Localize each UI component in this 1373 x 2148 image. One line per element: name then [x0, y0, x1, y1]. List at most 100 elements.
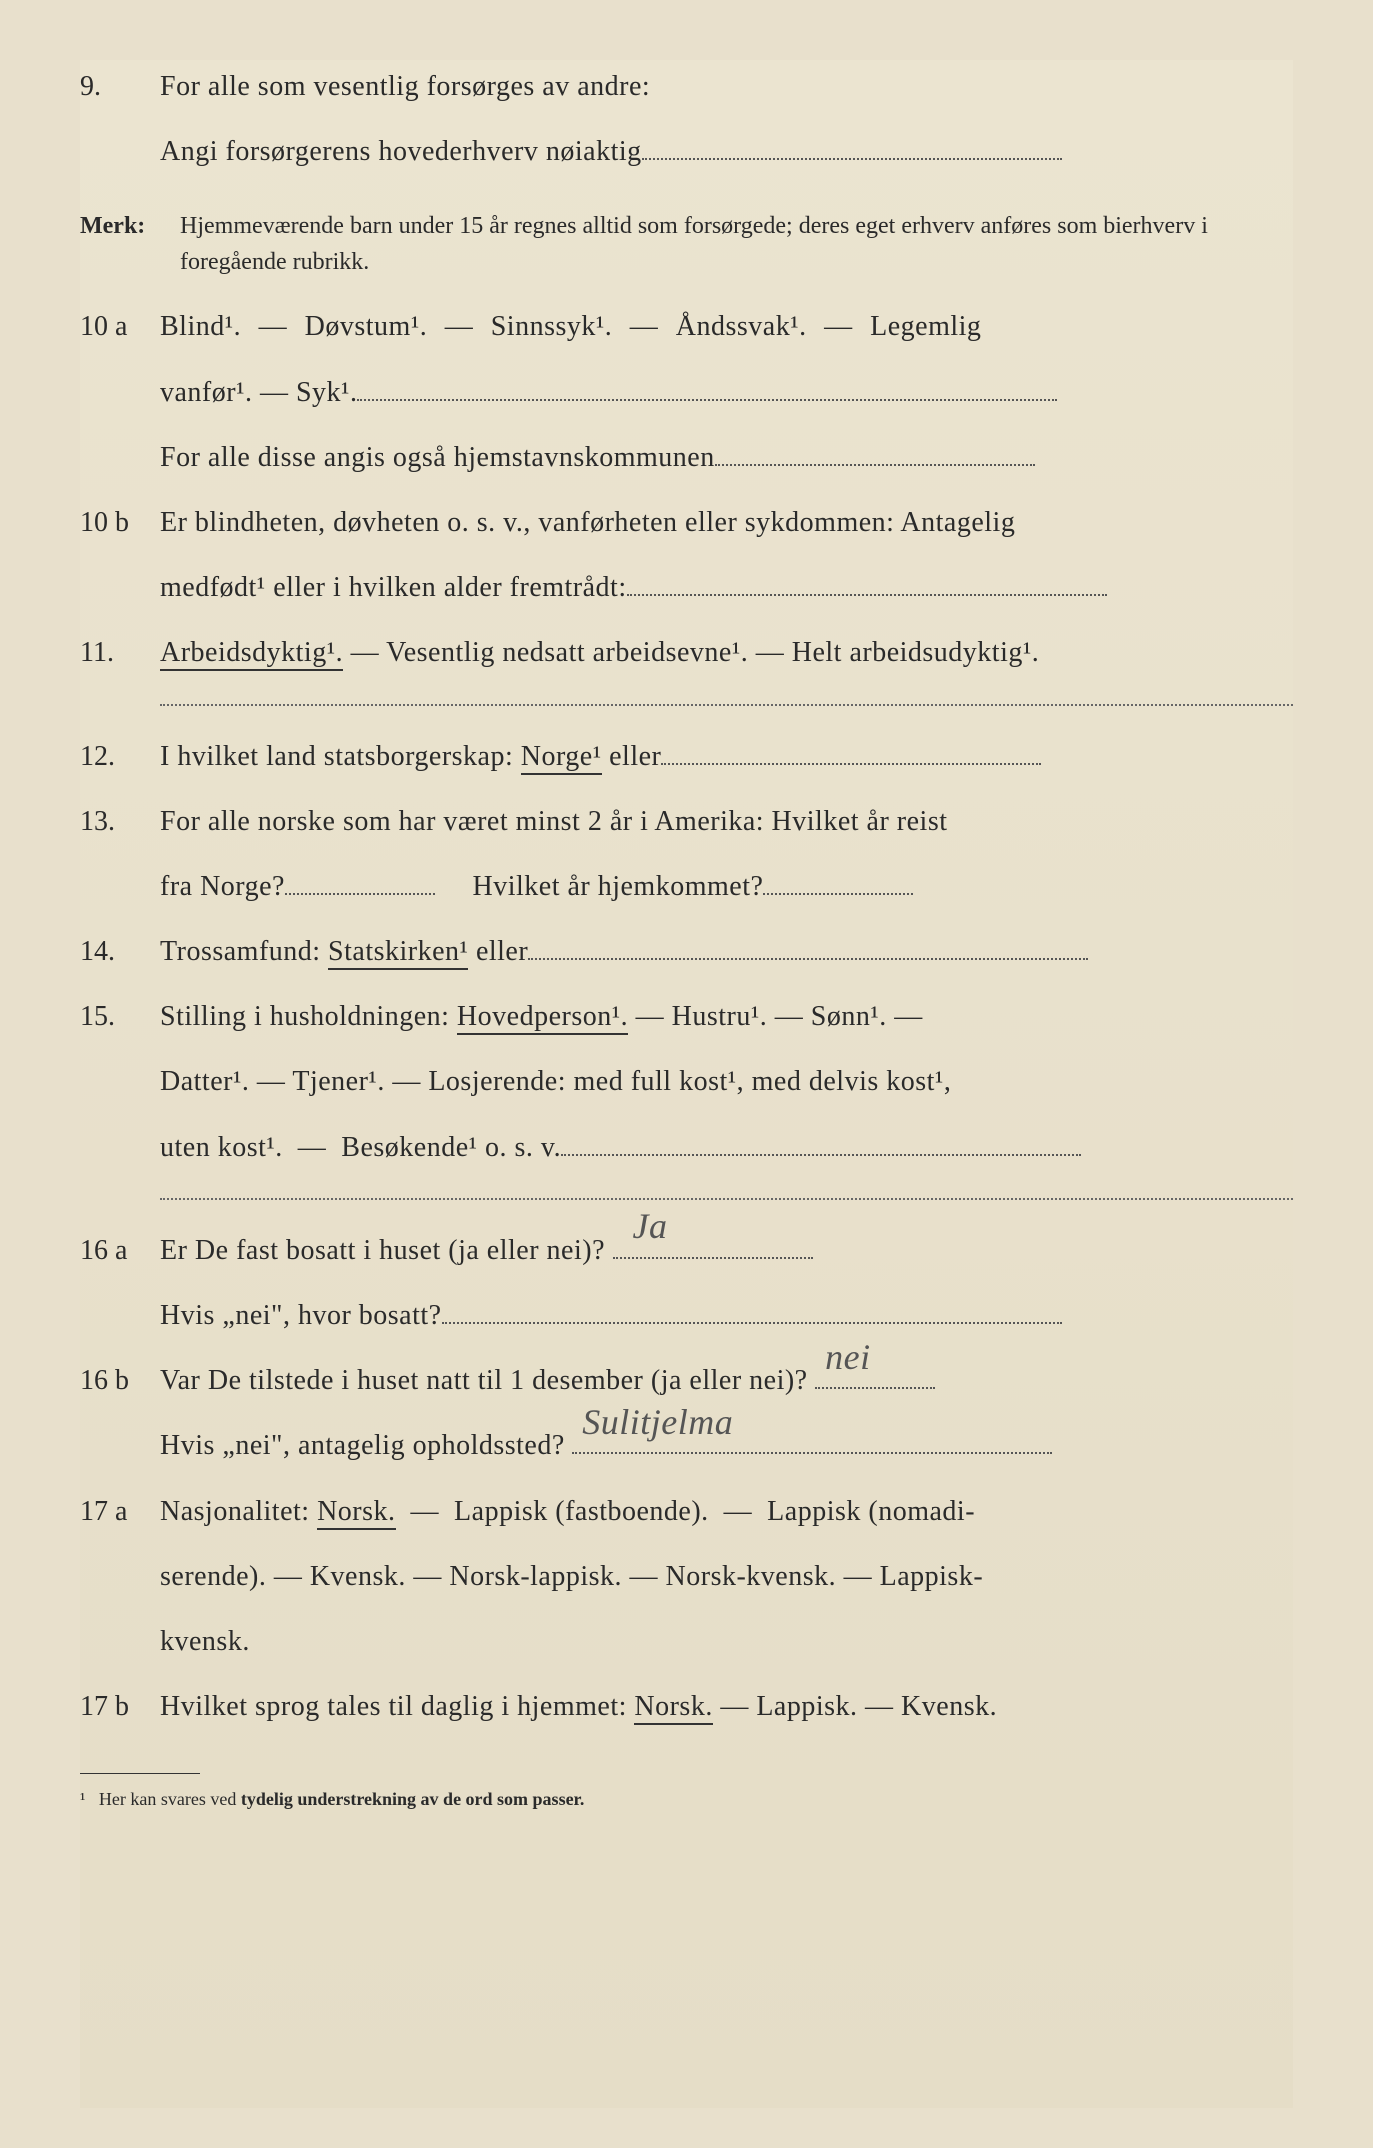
footnote: ¹ Her kan svares ved tydelig understrekn…: [80, 1782, 1293, 1816]
footnote-bold: tydelig understrekning av de ord som pas…: [241, 1789, 585, 1809]
question-17a-line3: kvensk.: [80, 1615, 1293, 1668]
question-10a-line2: vanfør¹. — Syk¹.: [80, 366, 1293, 419]
q15-text1: Stilling i husholdningen:: [160, 1001, 449, 1032]
question-16a-line2: Hvis „nei", hvor bosatt?: [80, 1289, 1293, 1342]
q10a-opt3: Sinnssyk¹.: [491, 311, 613, 342]
question-16a: 16 a Er De fast bosatt i huset (ja eller…: [80, 1224, 1293, 1277]
q16b-blank2: Sulitjelma: [572, 1452, 1052, 1454]
section-divider-2: [160, 1198, 1293, 1200]
q13-blank2: [763, 893, 913, 895]
q12-text1: I hvilket land statsborgerskap:: [160, 741, 513, 772]
q17a-line3: kvensk.: [160, 1615, 1293, 1668]
question-15-line3: uten kost¹. — Besøkende¹ o. s. v.: [80, 1121, 1293, 1174]
q16b-line2-text: Hvis „nei", antagelig opholdssted?: [160, 1430, 565, 1461]
q10a-number: 10 a: [80, 300, 160, 353]
q17b-number: 17 b: [80, 1680, 160, 1733]
q15-blank: [561, 1154, 1081, 1156]
question-9: 9. For alle som vesentlig forsørges av a…: [80, 60, 1293, 113]
q14-opt-underlined: Statskirken¹: [328, 936, 468, 970]
q15-opt2: Hustru¹.: [672, 1001, 768, 1032]
question-11: 11. Arbeidsdyktig¹. — Vesentlig nedsatt …: [80, 626, 1293, 679]
question-16b-line2: Hvis „nei", antagelig opholdssted? Sulit…: [80, 1419, 1293, 1472]
q16b-answer2: Sulitjelma: [582, 1388, 733, 1456]
question-10a-line3: For alle disse angis også hjemstavnskomm…: [80, 431, 1293, 484]
q16a-number: 16 a: [80, 1224, 160, 1277]
question-17b: 17 b Hvilket sprog tales til daglig i hj…: [80, 1680, 1293, 1733]
question-17a-line2: serende). — Kvensk. — Norsk-lappisk. — N…: [80, 1550, 1293, 1603]
q17a-text1: Nasjonalitet:: [160, 1496, 310, 1527]
q11-number: 11.: [80, 626, 160, 679]
q16b-answer1: nei: [825, 1323, 870, 1391]
question-17a: 17 a Nasjonalitet: Norsk. — Lappisk (fas…: [80, 1485, 1293, 1538]
q10a-blank: [357, 399, 1057, 401]
q17b-text1: Hvilket sprog tales til daglig i hjemmet…: [160, 1691, 627, 1722]
q9-line2-text: Angi forsørgerens hovederhverv nøiaktig: [160, 136, 642, 167]
q10a-line2a: vanfør¹.: [160, 377, 252, 408]
q10b-line2-text: medfødt¹ eller i hvilken alder fremtrådt…: [160, 572, 627, 603]
section-divider-1: [160, 704, 1293, 706]
q10b-blank: [627, 594, 1107, 596]
q13-line2b: Hvilket år hjemkommet?: [472, 871, 763, 902]
q10a-opt1: Blind¹.: [160, 311, 241, 342]
q13-line1: For alle norske som har været minst 2 år…: [160, 795, 1293, 848]
q16a-text1: Er De fast bosatt i huset (ja eller nei)…: [160, 1235, 605, 1266]
question-10a: 10 a Blind¹. — Døvstum¹. — Sinnssyk¹. — …: [80, 300, 1293, 353]
q16a-answer1: Ja: [633, 1192, 668, 1260]
q12-opt-underlined: Norge¹: [521, 741, 602, 775]
q10a-opt5: Legemlig: [870, 311, 981, 342]
q11-opt3: Helt arbeidsudyktig¹.: [792, 637, 1040, 668]
q11-opt1-underlined: Arbeidsdyktig¹.: [160, 637, 343, 671]
q15-line3a: uten kost¹.: [160, 1132, 283, 1163]
q17a-line2: serende). — Kvensk. — Norsk-lappisk. — N…: [160, 1550, 1293, 1603]
q14-text1: Trossamfund:: [160, 936, 321, 967]
q15-number: 15.: [80, 990, 160, 1043]
q17b-opt1-underlined: Norsk.: [634, 1691, 712, 1725]
question-14: 14. Trossamfund: Statskirken¹ eller: [80, 925, 1293, 978]
census-form-page: 9. For alle som vesentlig forsørges av a…: [80, 60, 1293, 2108]
q13-line2a: fra Norge?: [160, 871, 285, 902]
q9-number: 9.: [80, 60, 160, 113]
question-10b-line2: medfødt¹ eller i hvilken alder fremtrådt…: [80, 561, 1293, 614]
q17a-opt3: Lappisk (nomadi-: [767, 1496, 975, 1527]
merk-label: Merk:: [80, 208, 180, 280]
q10a-line3-text: For alle disse angis også hjemstavnskomm…: [160, 442, 715, 473]
q17b-opt3: Kvensk.: [901, 1691, 997, 1722]
merk-note: Merk: Hjemmeværende barn under 15 år reg…: [80, 208, 1293, 280]
footnote-marker: ¹: [80, 1789, 85, 1809]
q10a-blank2: [715, 464, 1035, 466]
q15-opt3: Sønn¹.: [811, 1001, 887, 1032]
q15-line3b: Besøkende¹ o. s. v.: [341, 1132, 561, 1163]
q15-opt1-underlined: Hovedperson¹.: [457, 1001, 628, 1035]
question-15-line2: Datter¹. — Tjener¹. — Losjerende: med fu…: [80, 1055, 1293, 1108]
q13-number: 13.: [80, 795, 160, 848]
q15-line2a: Datter¹.: [160, 1066, 249, 1097]
question-15: 15. Stilling i husholdningen: Hovedperso…: [80, 990, 1293, 1043]
q10a-opt4: Åndssvak¹.: [676, 311, 807, 342]
q17a-opt2: Lappisk (fastboende).: [454, 1496, 709, 1527]
q12-blank: [661, 763, 1041, 765]
q10b-line1: Er blindheten, døvheten o. s. v., vanfør…: [160, 496, 1293, 549]
q16a-line2-text: Hvis „nei", hvor bosatt?: [160, 1300, 442, 1331]
q14-text2: eller: [476, 936, 528, 967]
q17a-number: 17 a: [80, 1485, 160, 1538]
question-9-line2: Angi forsørgerens hovederhverv nøiaktig: [80, 125, 1293, 178]
q15-line2b: Tjener¹.: [292, 1066, 384, 1097]
q9-line1: For alle som vesentlig forsørges av andr…: [160, 60, 1293, 113]
merk-text: Hjemmeværende barn under 15 år regnes al…: [180, 208, 1293, 280]
q11-opt2: Vesentlig nedsatt arbeidsevne¹.: [386, 637, 748, 668]
footnote-rule: [80, 1773, 200, 1774]
question-12: 12. I hvilket land statsborgerskap: Norg…: [80, 730, 1293, 783]
q16b-number: 16 b: [80, 1354, 160, 1407]
q10a-opt2: Døvstum¹.: [305, 311, 428, 342]
q16a-blank2: [442, 1322, 1062, 1324]
q16b-blank1: nei: [815, 1387, 935, 1389]
q15-line2c: Losjerende: med full kost¹, med delvis k…: [428, 1066, 951, 1097]
q16a-blank1: Ja: [613, 1257, 813, 1259]
q9-blank: [642, 158, 1062, 160]
q14-blank: [528, 958, 1088, 960]
q14-number: 14.: [80, 925, 160, 978]
question-13: 13. For alle norske som har været minst …: [80, 795, 1293, 848]
q13-blank1: [285, 893, 435, 895]
q12-text2: eller: [609, 741, 661, 772]
question-10b: 10 b Er blindheten, døvheten o. s. v., v…: [80, 496, 1293, 549]
